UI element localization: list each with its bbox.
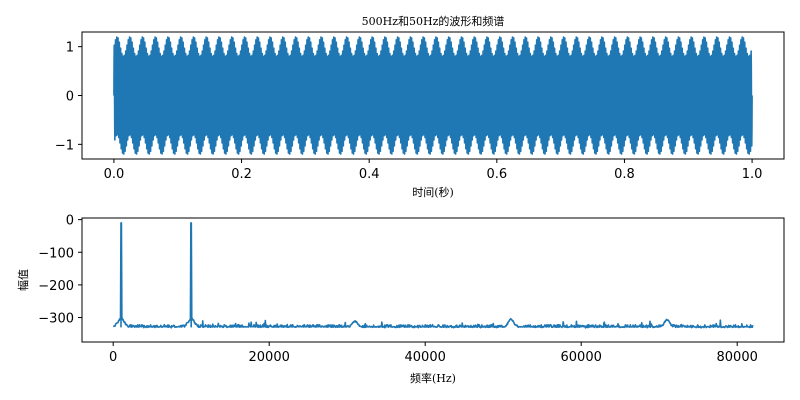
spectrum-x-tick-label: 0 bbox=[109, 350, 117, 365]
waveform-x-tick-label: 0.6 bbox=[486, 167, 507, 182]
waveform-y-ticks: −1 0 1 bbox=[55, 41, 82, 153]
waveform-title: 500Hz和50Hz的波形和频谱 bbox=[362, 14, 505, 28]
spectrum-series-line bbox=[112, 222, 754, 329]
waveform-y-tick-label: −1 bbox=[55, 138, 74, 153]
spectrum-x-ticks: 0 20000 40000 60000 80000 bbox=[109, 342, 758, 365]
waveform-x-tick-label: 0.0 bbox=[104, 167, 125, 182]
spectrum-ylabel: 幅值 bbox=[17, 269, 30, 291]
spectrum-x-tick-label: 20000 bbox=[249, 350, 290, 365]
spectrum-x-tick-label: 80000 bbox=[717, 350, 758, 365]
waveform-series-line bbox=[113, 36, 753, 155]
spectrum-y-tick-label: 0 bbox=[66, 214, 74, 229]
waveform-x-tick-label: 0.8 bbox=[614, 167, 635, 182]
waveform-xlabel: 时间(秒) bbox=[412, 185, 454, 199]
spectrum-y-tick-label: −200 bbox=[38, 279, 74, 294]
waveform-x-ticks: 0.0 0.2 0.4 0.6 0.8 1.0 bbox=[104, 159, 763, 182]
spectrum-y-tick-label: −100 bbox=[38, 246, 74, 261]
spectrum-x-tick-label: 40000 bbox=[405, 350, 446, 365]
waveform-x-tick-label: 0.4 bbox=[359, 167, 380, 182]
spectrum-x-tick-label: 60000 bbox=[561, 350, 602, 365]
spectrum-axes-frame bbox=[81, 217, 785, 343]
waveform-chart: 500Hz和50Hz的波形和频谱 0.0 0.2 0.4 0.6 0.8 1.0 −1 0 1… bbox=[55, 14, 785, 199]
spectrum-y-ticks: 0 −100 −200 −300 bbox=[38, 214, 82, 327]
waveform-x-tick-label: 0.2 bbox=[231, 167, 252, 182]
waveform-y-tick-label: 0 bbox=[66, 90, 74, 105]
spectrum-chart: 0 20000 40000 60000 80000 0 −100 −200 −300 频率(H… bbox=[17, 214, 785, 385]
waveform-y-tick-label: 1 bbox=[66, 41, 74, 56]
spectrum-y-tick-label: −300 bbox=[38, 312, 74, 327]
waveform-x-tick-label: 1.0 bbox=[742, 167, 763, 182]
spectrum-xlabel: 频率(Hz) bbox=[410, 371, 456, 385]
